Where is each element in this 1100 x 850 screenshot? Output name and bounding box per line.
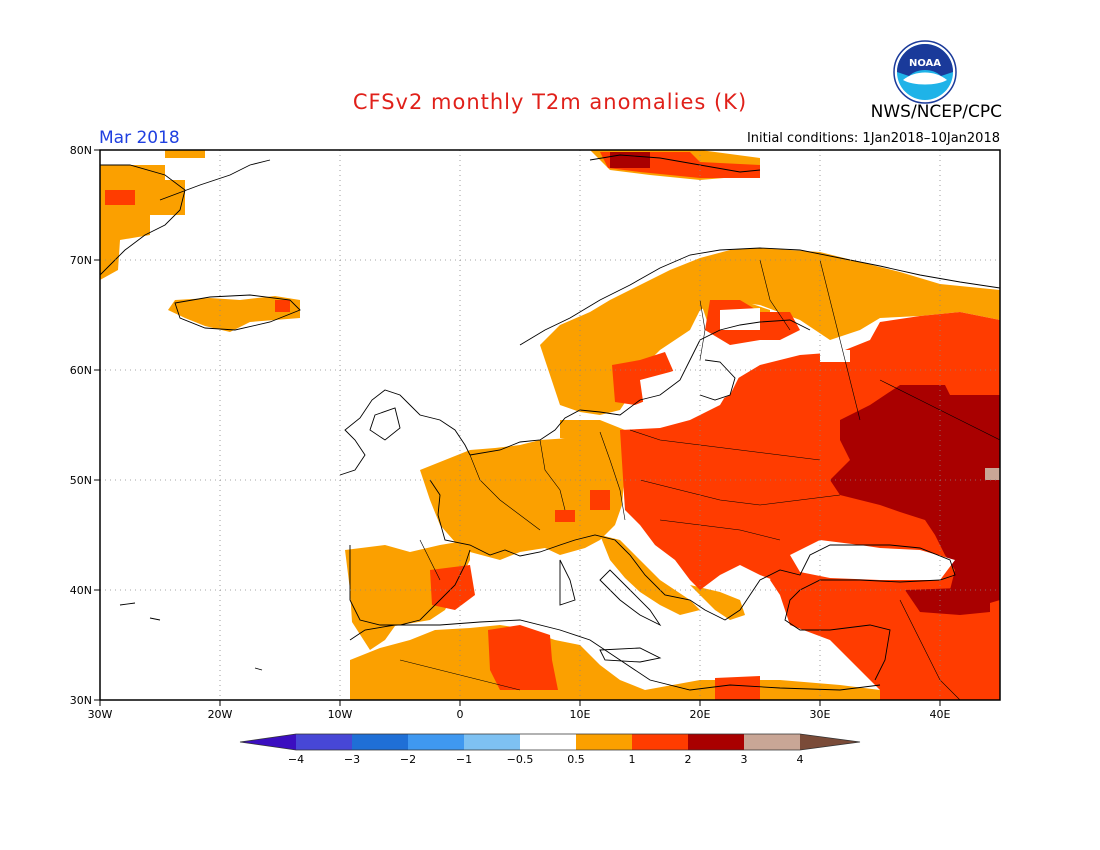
color-bar-bin-1 <box>296 734 352 750</box>
agency-credit: NWS/NCEP/CPC <box>870 102 1002 122</box>
color-bar-bin-2 <box>352 734 408 750</box>
lon-label-20e: 20E <box>690 708 711 721</box>
lon-label-20w: 20W <box>208 708 233 721</box>
initial-conditions-label: Initial conditions: 1Jan2018–10Jan2018 <box>746 131 1000 146</box>
lat-label-60n: 60N <box>70 364 92 377</box>
color-bar-bin-4 <box>464 734 520 750</box>
anomaly-0.5-1 <box>100 150 1000 700</box>
legend-label: 3 <box>741 753 748 766</box>
color-bar-labels: −4 −3 −2 −1 −0.5 0.5 1 2 3 4 <box>288 753 804 766</box>
color-bar-bin-6 <box>576 734 632 750</box>
anomaly-near-normal <box>640 308 955 580</box>
legend-label: 0.5 <box>567 753 585 766</box>
legend-label: 1 <box>629 753 636 766</box>
lat-label-50n: 50N <box>70 474 92 487</box>
noaa-logo: NOAA <box>893 40 957 104</box>
lon-tick-marks <box>99 700 941 706</box>
legend-label: −2 <box>400 753 416 766</box>
lat-tick-marks <box>94 149 100 701</box>
lon-label-0: 0 <box>457 708 464 721</box>
legend-label: −0.5 <box>507 753 534 766</box>
color-bar-bin-9 <box>744 734 800 750</box>
valid-month-label: Mar 2018 <box>99 128 180 148</box>
color-bar-bin-7 <box>632 734 688 750</box>
lat-label-80n: 80N <box>70 144 92 157</box>
lon-label-10e: 10E <box>570 708 591 721</box>
color-bar-bin-3 <box>408 734 464 750</box>
lat-label-70n: 70N <box>70 254 92 267</box>
color-bar <box>239 733 861 751</box>
anomaly-2-3 <box>610 152 1000 615</box>
logo-text: NOAA <box>909 58 941 69</box>
anomaly-fields <box>100 150 1000 700</box>
legend-label: 2 <box>685 753 692 766</box>
lon-label-30w: 30W <box>88 708 113 721</box>
graticule <box>100 150 1000 700</box>
legend-label: −3 <box>344 753 360 766</box>
color-bar-bin-5 <box>520 734 576 750</box>
color-bar-bin-8 <box>688 734 744 750</box>
lat-label-30n: 30N <box>70 694 92 707</box>
lon-label-40e: 40E <box>930 708 951 721</box>
legend-label: −1 <box>456 753 472 766</box>
lon-label-30e: 30E <box>810 708 831 721</box>
anomaly-3-4 <box>985 468 1000 480</box>
color-bar-cap-low <box>240 734 296 750</box>
legend-label: 4 <box>797 753 804 766</box>
legend-label: −4 <box>288 753 304 766</box>
lat-label-40n: 40N <box>70 584 92 597</box>
map-frame <box>99 149 1001 701</box>
color-bar-cap-high <box>800 734 860 750</box>
lon-label-10w: 10W <box>328 708 353 721</box>
map-title: CFSv2 monthly T2m anomalies (K) <box>352 90 748 114</box>
